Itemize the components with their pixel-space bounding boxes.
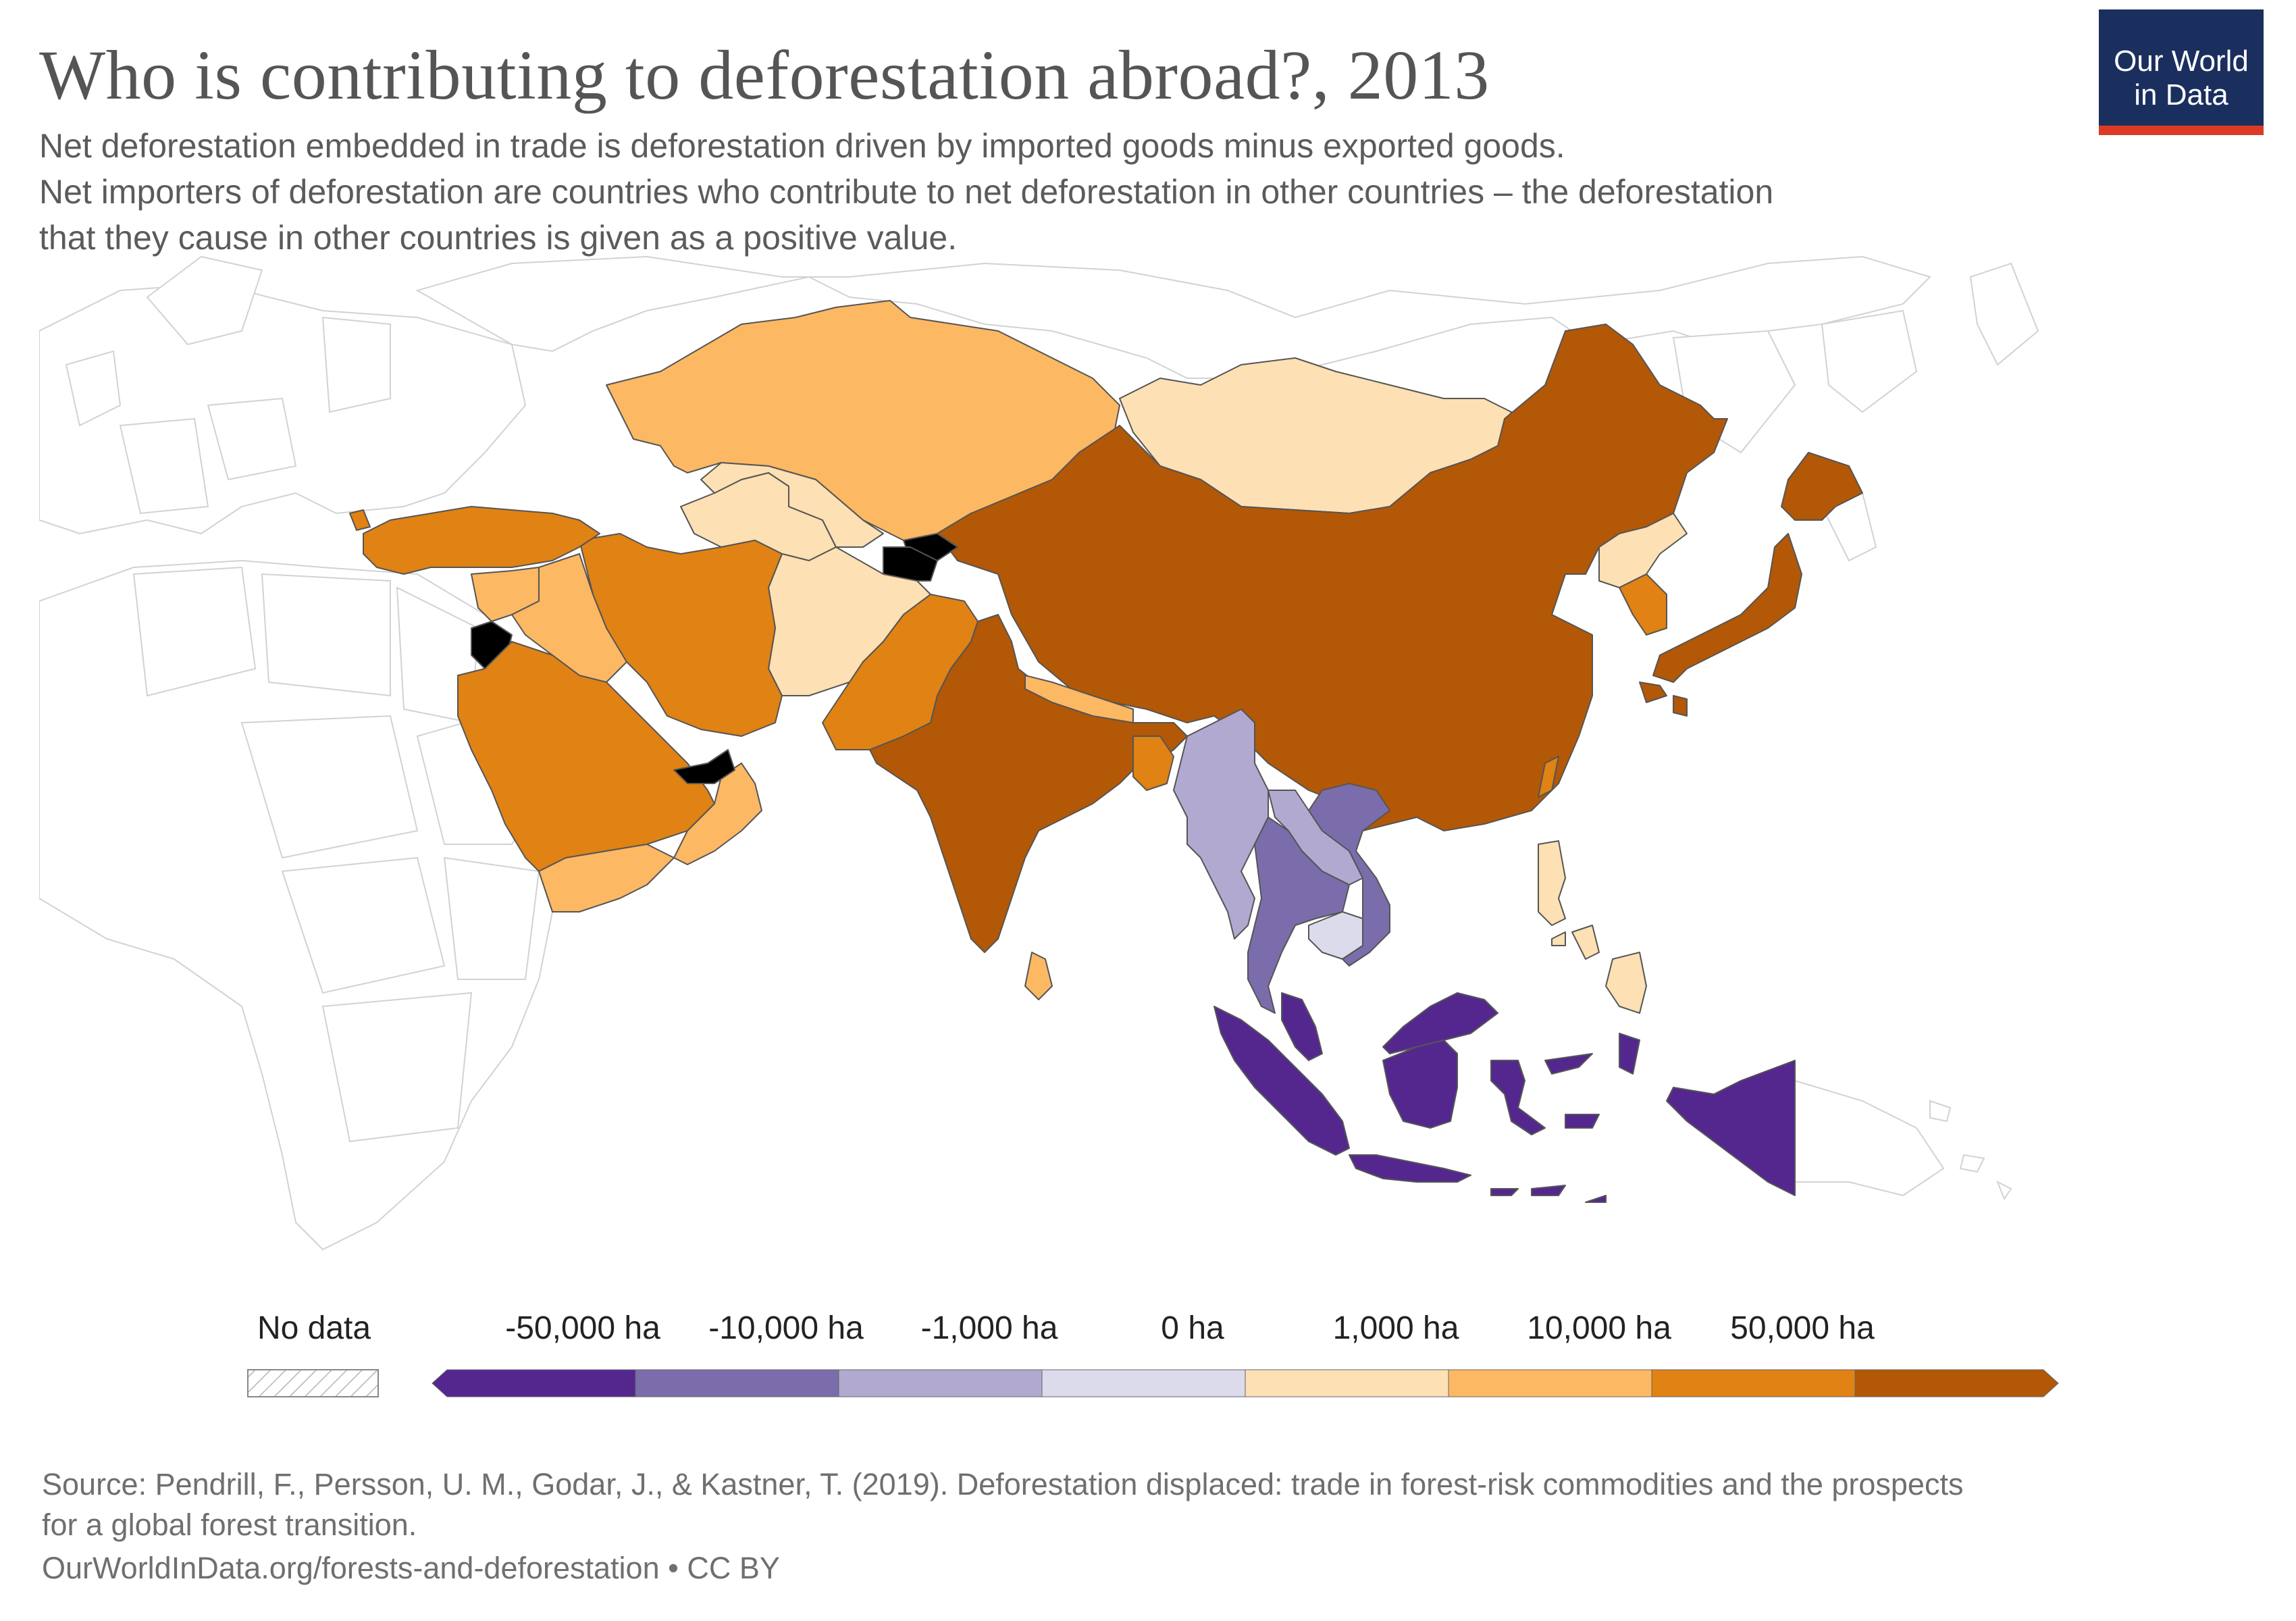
logo-line: in Data [2134, 78, 2228, 111]
country-indonesia [1214, 1006, 1796, 1203]
subtitle-line: that they cause in other countries is gi… [39, 219, 958, 257]
legend-tick-label: 10,000 ha [1527, 1310, 1671, 1346]
legend-tick-label: 50,000 ha [1730, 1310, 1875, 1346]
legend-bin-swatch [1651, 1369, 1856, 1397]
country-nepal [1024, 675, 1134, 723]
background-region [146, 255, 263, 346]
country-japan [1639, 452, 1863, 717]
legend-bin-swatch [1041, 1369, 1246, 1397]
legend-bin-swatch [432, 1369, 636, 1397]
background-region [1794, 1079, 1945, 1197]
legend-tick-label: -50,000 ha [505, 1310, 660, 1346]
country-bangladesh [1132, 736, 1174, 791]
country-uae [673, 749, 735, 784]
background-region [321, 992, 473, 1143]
country-india [869, 614, 1188, 953]
legend-tick-label: 0 ha [1161, 1310, 1224, 1346]
legend-bin-swatch [838, 1369, 1043, 1397]
subtitle-line: Net deforestation embedded in trade is d… [39, 127, 1565, 165]
background-region [1996, 1180, 2012, 1201]
country-turkey [349, 506, 600, 575]
legend-tick-label: -1,000 ha [921, 1310, 1058, 1346]
background-region [132, 566, 257, 697]
background-region [1821, 309, 1918, 413]
no-data-label: No data [257, 1310, 371, 1346]
legend-bin-swatch [1448, 1369, 1652, 1397]
no-data-background-regions [39, 255, 2039, 1251]
background-region [240, 715, 419, 859]
no-data-swatch [247, 1369, 379, 1397]
country-thailand [1247, 817, 1350, 1014]
background-region [261, 573, 391, 697]
source-line: for a global forest transition. [42, 1508, 417, 1542]
legend-bin-swatch [635, 1369, 839, 1397]
legend-tick-label: -10,000 ha [708, 1310, 864, 1346]
country-taiwan [1538, 756, 1559, 798]
country-myanmar [1173, 709, 1269, 940]
background-region [65, 350, 122, 427]
country-uzbekistan [700, 462, 884, 548]
logo-accent-bar [2099, 126, 2264, 135]
source-url-link[interactable]: OurWorldInData.org/forests-and-deforesta… [42, 1551, 780, 1585]
background-region [443, 856, 540, 980]
country-malaysia [1281, 992, 1498, 1061]
country-philippines [1538, 840, 1647, 1014]
owid-logo[interactable]: Our World in Data [2099, 9, 2264, 135]
background-region [1959, 1154, 1985, 1173]
subtitle-line: Net importers of deforestation are count… [39, 173, 1774, 211]
country-vietnam [1308, 783, 1390, 967]
legend-scale: No data -50,000 ha -10,000 ha -1,000 ha 0 ha… [247, 1310, 2059, 1397]
background-region [281, 856, 446, 994]
country-south-korea [1619, 573, 1667, 636]
chart-title: Who is contributing to deforestation abr… [39, 36, 1490, 114]
choropleth-map [39, 255, 2039, 1251]
chart-subtitle: Net deforestation embedded in trade is d… [39, 123, 2065, 261]
legend-bin-swatch [1854, 1369, 2059, 1397]
country-sri-lanka [1024, 952, 1053, 1000]
background-region [1929, 1100, 1952, 1123]
legend: No data -50,000 ha -10,000 ha -1,000 ha 0 ha… [0, 1304, 2296, 1418]
source-note: Source: Pendrill, F., Persson, U. M., Go… [42, 1464, 1963, 1545]
country-shapes [349, 300, 1863, 1203]
logo-line: Our World [2114, 45, 2249, 78]
background-region [321, 316, 391, 413]
legend-tick-label: 1,000 ha [1333, 1310, 1459, 1346]
source-line: Source: Pendrill, F., Persson, U. M., Go… [42, 1467, 1964, 1501]
background-region [1969, 262, 2039, 366]
country-oman [673, 763, 762, 865]
country-north-korea [1598, 513, 1688, 588]
country-yemen [538, 844, 675, 912]
background-region [415, 255, 1931, 379]
background-region [207, 397, 297, 481]
background-region [119, 417, 209, 515]
legend-bin-swatch [1245, 1369, 1449, 1397]
